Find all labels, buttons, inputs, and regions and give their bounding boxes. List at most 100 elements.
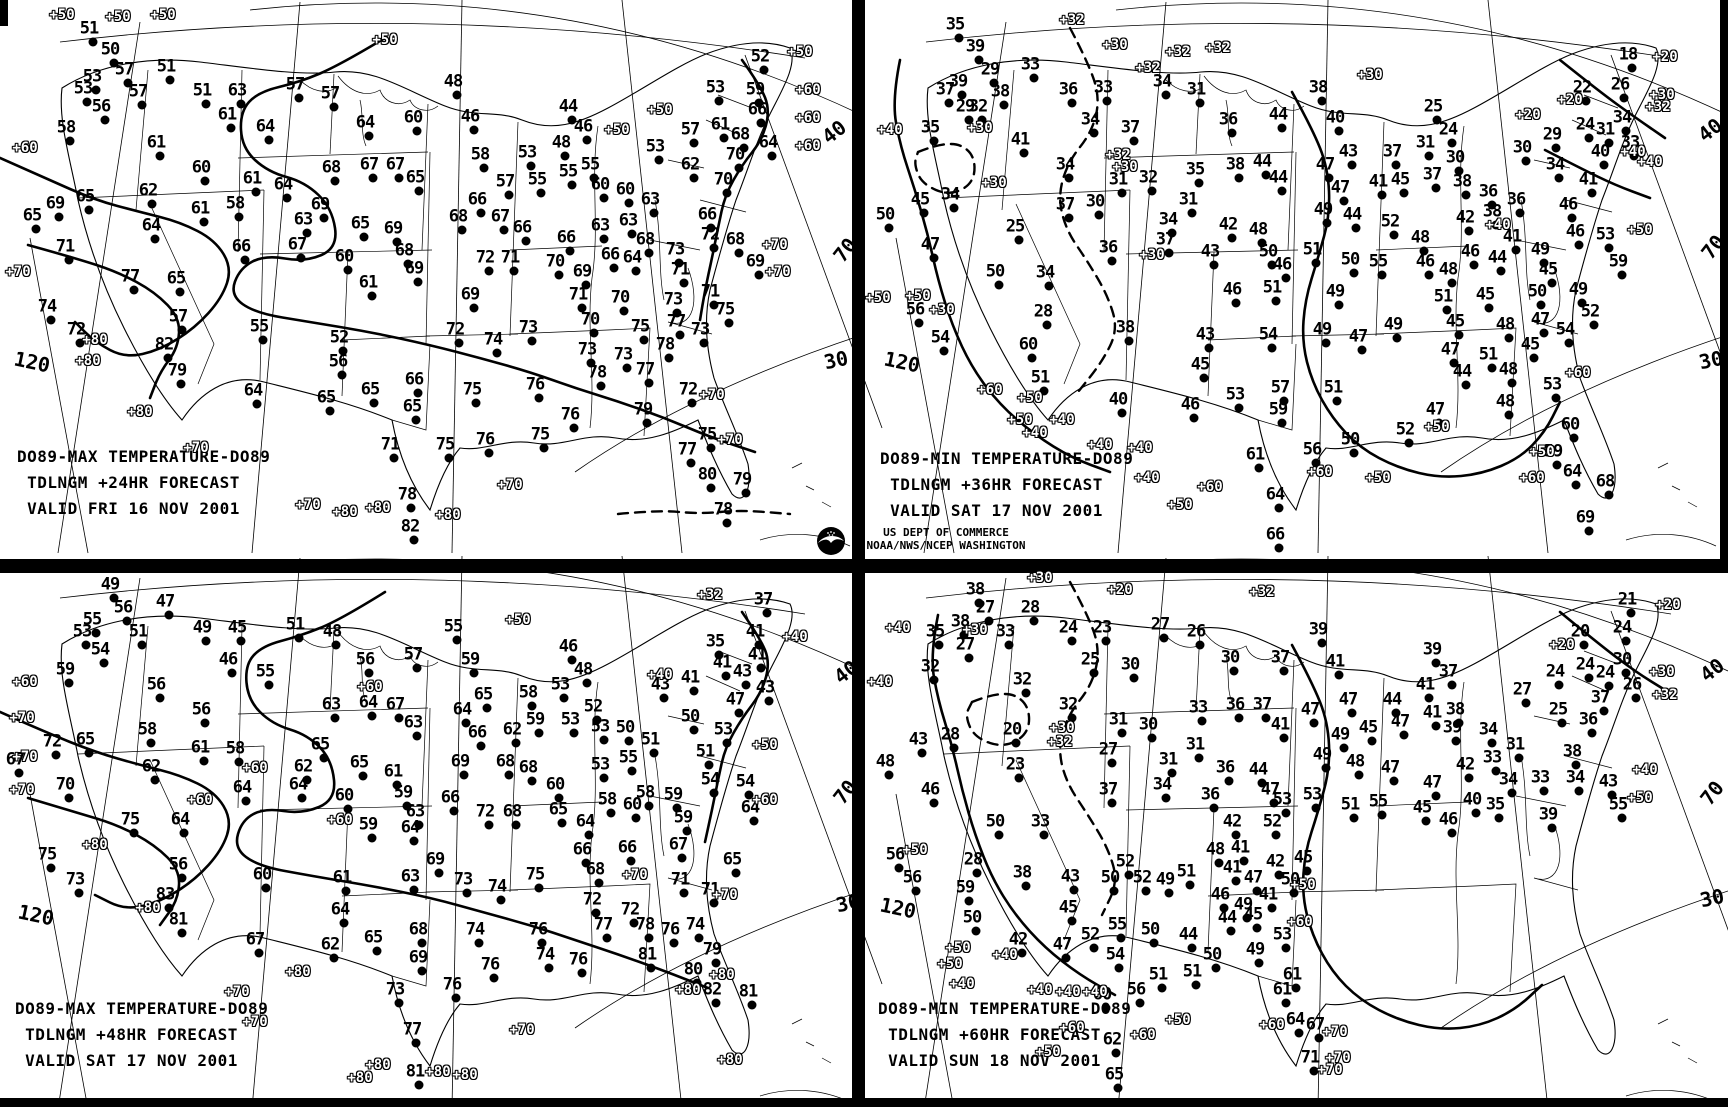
station-temp: 34 [1152,71,1173,92]
station-temp: 60 [1092,984,1113,1005]
station-temp: 73 [385,979,406,1000]
station-dot [627,766,637,776]
station-dot [511,820,521,830]
station-dot [372,946,382,956]
station-dot [954,33,964,43]
station-temp: 60 [545,774,566,795]
station-dot [46,315,56,325]
station-temp: 54 [1258,324,1279,345]
station-temp: 48 [1495,314,1516,335]
station-dot [734,163,744,173]
station-temp: 74 [483,329,504,350]
station-temp: 44 [1452,361,1473,382]
station-temp: 32 [1138,167,1159,188]
station-temp: 39 [1308,619,1329,640]
station-temp: 68 [408,919,429,940]
contour-label: +40 [992,947,1018,963]
station-dot [1113,1083,1123,1093]
contour-label: +20 [1557,92,1583,108]
station-temp: 66 [747,99,768,120]
contour-label: +20 [1515,107,1541,123]
station-temp: 70 [580,309,601,330]
station-dot [359,232,369,242]
station-temp: 75 [697,424,718,445]
isotherm-dashed [965,692,1031,747]
contour-label: +50 [1165,1012,1191,1028]
station-dot [957,90,967,100]
station-dot [1449,358,1459,368]
contour-label: +60 [1565,365,1591,381]
contour-label: +40 [1027,982,1053,998]
station-temp: 50 [985,261,1006,282]
station-temp: 49 [1530,239,1551,260]
station-dot [1584,133,1594,143]
station-temp: 44 [1248,759,1269,780]
station-temp: 55 [82,609,103,630]
station-dot [367,711,377,721]
station-temp: 52 [583,696,604,717]
station-temp: 36 [1478,181,1499,202]
contour-label: +70 [5,264,31,280]
station-dot [689,686,699,696]
station-dot [484,266,494,276]
station-dot [944,98,954,108]
station-temp: 48 [1205,839,1226,860]
contour-label: +70 [509,1022,535,1038]
station-dot [1061,953,1071,963]
contour-label: +40 [1134,470,1160,486]
station-dot [582,678,592,688]
station-temp: 61 [710,114,731,135]
station-temp: 44 [1268,167,1289,188]
contour-label: +30 [1357,67,1383,83]
contour-label: +60 [795,110,821,126]
station-temp: 47 [1440,339,1461,360]
station-dot [1089,668,1099,678]
station-temp: 25 [1423,96,1444,117]
station-dot [325,406,335,416]
station-dot [669,938,679,948]
station-dot [1281,808,1291,818]
station-dot [1189,413,1199,423]
station-dot [659,693,669,703]
station-dot [537,938,547,948]
station-dot [1496,266,1506,276]
station-temp: 47 [1530,309,1551,330]
station-temp: 20 [1570,621,1591,642]
station-dot [1347,160,1357,170]
station-temp: 68 [321,157,342,178]
contour-label: +30 [1649,664,1675,680]
contour-label: +60 [1307,464,1333,480]
station-temp: 65 [548,799,569,820]
station-dot [294,93,304,103]
station-temp: 51 [695,741,716,762]
station-dot [1101,636,1111,646]
station-temp: 48 [1438,259,1459,280]
contour-label: +70 [9,782,35,798]
station-temp: 37 [1382,141,1403,162]
station-dot [417,966,427,976]
station-temp: 64 [288,774,309,795]
station-dot [1311,803,1321,813]
station-dot [1454,330,1464,340]
station-dot [767,151,777,161]
station-temp: 83 [155,884,176,905]
station-dot [496,895,506,905]
station-temp: 75 [462,379,483,400]
contour-label: +80 [82,837,108,853]
station-temp: 57 [403,644,424,665]
station-temp: 51 [79,18,100,39]
isotherm-solid [26,796,181,927]
station-dot [1431,791,1441,801]
station-dot [1102,96,1112,106]
station-dot [994,280,1004,290]
station-dot [1469,260,1479,270]
station-dot [1617,270,1627,280]
station-dot [1431,658,1441,668]
station-temp: 64 [1285,1009,1306,1030]
station-temp: 37 [1590,687,1611,708]
station-temp: 63 [405,801,426,822]
station-temp: 52 [329,327,350,348]
station-temp: 73 [613,344,634,365]
station-temp: 53 [590,716,611,737]
